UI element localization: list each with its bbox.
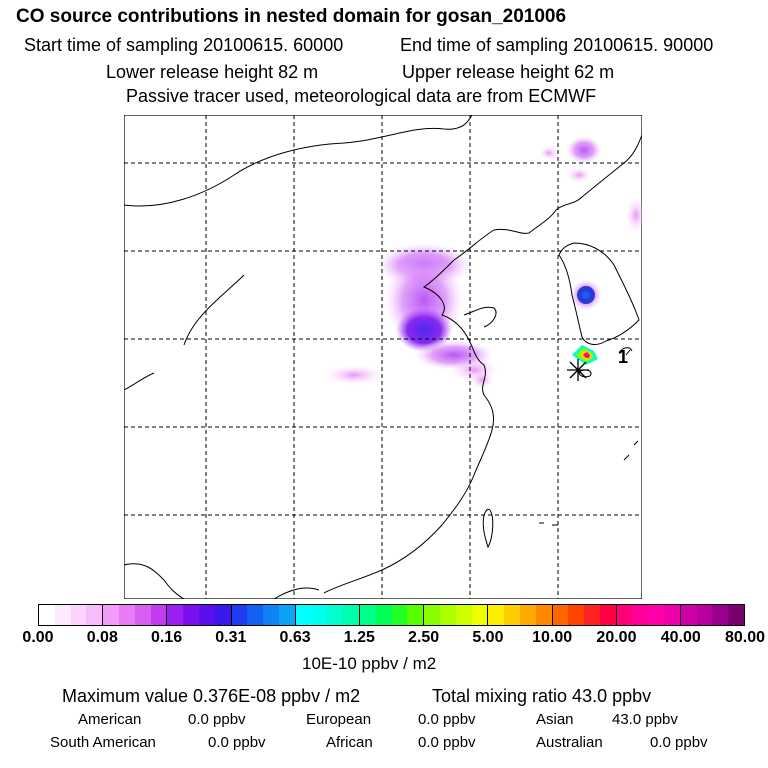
colorbar-segment xyxy=(311,605,328,625)
colorbar-segment xyxy=(648,605,665,625)
colorbar-segment xyxy=(391,605,408,625)
colorbar-tick-label: 0.08 xyxy=(86,629,118,646)
colorbar-segment xyxy=(214,605,232,625)
colorbar-segment xyxy=(70,605,87,625)
colorbar-segment xyxy=(455,605,472,625)
colorbar-segment xyxy=(39,605,55,625)
colorbar-segment xyxy=(359,605,376,625)
colorbar-segment xyxy=(295,605,312,625)
american-value: 0.0 ppbv xyxy=(188,711,246,728)
colorbar-tick-label: 40.00 xyxy=(660,629,701,646)
start-time: Start time of sampling 20100615. 60000 xyxy=(24,35,344,55)
colorbar-segment xyxy=(519,605,536,625)
upper-release-height: Upper release height 62 m xyxy=(402,62,615,82)
plot-title: CO source contributions in nested domain… xyxy=(16,6,567,27)
south-american-label: South American xyxy=(50,734,156,751)
european-value: 0.0 ppbv xyxy=(418,711,476,728)
colorbar-segment xyxy=(183,605,199,625)
colorbar-segment xyxy=(103,605,119,625)
colorbar-segment xyxy=(504,605,520,625)
colorbar xyxy=(38,604,745,626)
colorbar-segment xyxy=(424,605,440,625)
colorbar-tick-label: 10.00 xyxy=(532,629,573,646)
colorbar-segment xyxy=(535,605,553,625)
colorbar-segment xyxy=(375,605,392,625)
colorbar-tick-label: 5.00 xyxy=(472,629,504,646)
colorbar-tick-label: 0.00 xyxy=(22,629,54,646)
colorbar-tick-label: 0.31 xyxy=(215,629,247,646)
maximum-value: Maximum value 0.376E-08 ppbv / m2 xyxy=(62,686,361,706)
colorbar-segment xyxy=(167,605,184,625)
african-label: African xyxy=(326,734,373,751)
colorbar-segment xyxy=(632,605,649,625)
colorbar-segment xyxy=(728,605,745,625)
colorbar-segment xyxy=(568,605,585,625)
australian-value: 0.0 ppbv xyxy=(650,734,708,751)
lower-release-height: Lower release height 82 m xyxy=(106,62,319,82)
receptor-hotspot xyxy=(572,345,598,365)
colorbar-segment xyxy=(327,605,344,625)
colorbar-tick-label: 80.00 xyxy=(724,629,766,646)
map-panel: 1 xyxy=(124,115,642,599)
colorbar-segment xyxy=(664,605,681,625)
asian-label: Asian xyxy=(536,711,574,728)
map-frame xyxy=(124,115,642,599)
colorbar-segment xyxy=(712,605,729,625)
european-label: European xyxy=(306,711,372,728)
colorbar-tick-label: 0.16 xyxy=(150,629,183,646)
colorbar-segment xyxy=(231,605,248,625)
colorbar-segment xyxy=(471,605,489,625)
colorbar-segment xyxy=(278,605,296,625)
colorbar-segment xyxy=(118,605,135,625)
colorbar-segment xyxy=(150,605,168,625)
asian-value: 43.0 ppbv xyxy=(612,711,678,728)
colorbar-tick-label: 1.25 xyxy=(343,629,375,646)
colorbar-segment xyxy=(198,605,215,625)
colorbar-segment xyxy=(134,605,151,625)
colorbar-tick-label: 2.50 xyxy=(408,629,440,646)
american-label: American xyxy=(78,711,142,728)
colorbar-segment xyxy=(584,605,600,625)
tracer-note: Passive tracer used, meteorological data… xyxy=(126,86,597,106)
colorbar-tick-label: 0.63 xyxy=(279,629,311,646)
colorbar-segment xyxy=(599,605,617,625)
colorbar-segment xyxy=(263,605,279,625)
colorbar-segment xyxy=(439,605,456,625)
coastlines xyxy=(124,115,642,599)
south-american-value: 0.0 ppbv xyxy=(208,734,266,751)
colorbar-segment xyxy=(86,605,104,625)
receptor-star-icon xyxy=(567,359,589,381)
colorbar-segment xyxy=(54,605,71,625)
colorbar-segment xyxy=(552,605,569,625)
colorbar-segment xyxy=(696,605,713,625)
colorbar-segment xyxy=(407,605,425,625)
colorbar-segment xyxy=(680,605,697,625)
colorbar-segment xyxy=(247,605,264,625)
australian-label: Australian xyxy=(536,734,603,751)
african-value: 0.0 ppbv xyxy=(418,734,476,751)
concentration-patch-korea xyxy=(570,279,602,311)
colorbar-units: 10E-10 ppbv / m2 xyxy=(302,654,437,673)
colorbar-segment xyxy=(488,605,505,625)
concentration-patch-northeast xyxy=(539,136,642,233)
concentration-plume-north-china xyxy=(324,243,499,389)
graticule xyxy=(124,115,642,599)
colorbar-tick-label: 20.00 xyxy=(596,629,637,646)
total-mixing-ratio: Total mixing ratio 43.0 ppbv xyxy=(432,686,652,706)
end-time: End time of sampling 20100615. 90000 xyxy=(400,35,714,55)
colorbar-segment xyxy=(616,605,633,625)
colorbar-segment xyxy=(343,605,360,625)
receptor-label: 1 xyxy=(618,347,628,367)
